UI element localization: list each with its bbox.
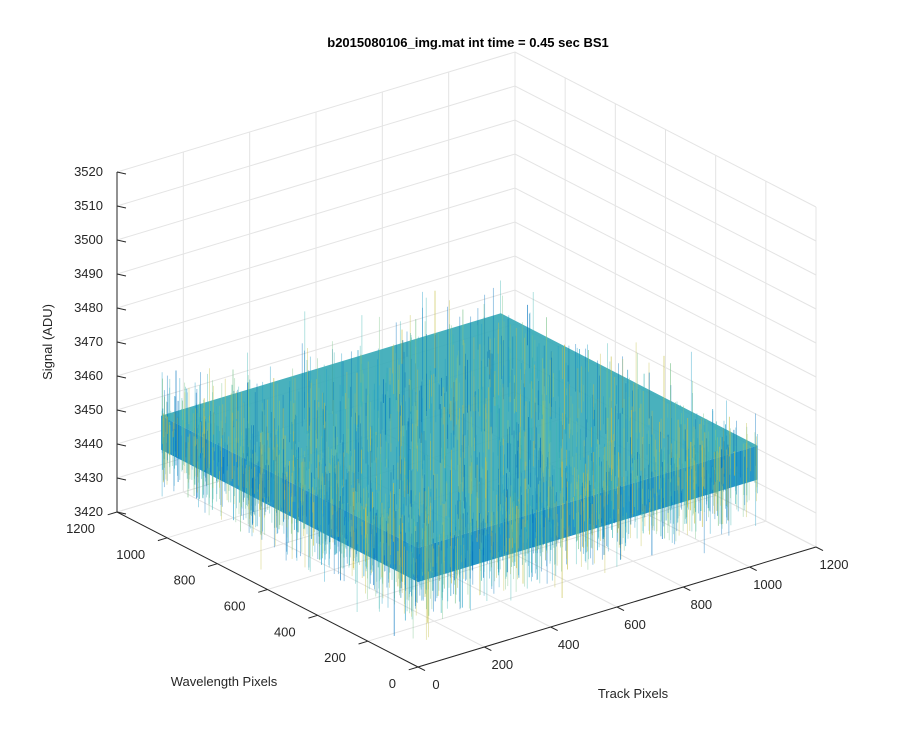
floor-grid-line <box>367 520 766 642</box>
y-axis-label: Wavelength Pixels <box>171 674 278 689</box>
wall-grid-line <box>116 221 817 378</box>
x-tick-mark <box>550 626 558 632</box>
chart-title: b2015080106_img.mat int time = 0.45 sec … <box>327 35 608 50</box>
z-tick-label: 3450 <box>74 402 103 417</box>
z-tick-mark <box>116 443 127 447</box>
y-tick-label: 400 <box>274 624 296 639</box>
y-tick-mark <box>308 614 318 619</box>
x-tick-label: 800 <box>690 597 712 612</box>
z-tick-label: 3480 <box>74 300 103 315</box>
wall-grid-line <box>116 289 817 446</box>
y-tick-mark <box>258 589 268 593</box>
x-tick-label: 400 <box>558 637 580 652</box>
z-tick-label: 3430 <box>74 470 103 485</box>
tick-layer: 0 200 400 600 800 1000 1200 0 200 400 600 800 1000 12… <box>66 164 848 692</box>
x-axis-label: Track Pixels <box>598 686 669 701</box>
x-tick-label: 200 <box>491 657 513 672</box>
z-tick-mark <box>116 307 127 311</box>
x-tick-mark <box>815 546 824 552</box>
z-tick-mark <box>116 171 127 175</box>
z-tick-label: 3510 <box>74 198 103 213</box>
z-tick-mark <box>116 273 127 277</box>
y-tick-label: 600 <box>224 599 246 614</box>
z-tick-mark <box>116 375 127 379</box>
z-tick-label: 3490 <box>74 266 103 281</box>
x-tick-mark <box>417 666 426 672</box>
z-tick-label: 3520 <box>74 164 103 179</box>
x-tick-mark <box>484 646 492 652</box>
x-tick-mark <box>616 606 625 612</box>
z-tick-mark <box>116 205 127 209</box>
y-tick-mark <box>207 563 218 567</box>
wall-grid-line <box>116 85 817 242</box>
z-tick-mark <box>116 341 127 345</box>
y-tick-label: 1000 <box>116 547 145 562</box>
wall-grid-line <box>116 153 817 310</box>
z-tick-label: 3500 <box>74 232 103 247</box>
z-tick-mark <box>116 511 127 515</box>
y-tick-mark <box>408 666 419 671</box>
y-tick-mark <box>358 640 368 645</box>
z-tick-mark <box>116 409 127 413</box>
wall-grid-line <box>116 255 817 412</box>
wall-grid-line <box>116 51 817 208</box>
z-tick-label: 3470 <box>74 334 103 349</box>
x-tick-mark <box>749 566 757 572</box>
y-tick-label: 200 <box>324 650 346 665</box>
y-tick-label: 1200 <box>66 521 95 536</box>
y-tick-mark <box>157 537 168 542</box>
x-tick-mark <box>683 586 691 592</box>
y-tick-label: 0 <box>389 676 396 691</box>
z-tick-label: 3440 <box>74 436 103 451</box>
z-axis-label: Signal (ADU) <box>40 304 55 380</box>
y-tick-label: 800 <box>174 573 196 588</box>
z-tick-mark <box>116 239 127 243</box>
z-tick-label: 3420 <box>74 504 103 519</box>
wall-grid-line <box>116 119 817 276</box>
z-tick-mark <box>116 477 127 481</box>
wall-grid-line <box>116 187 817 344</box>
x-tick-label: 600 <box>624 617 646 632</box>
x-tick-label: 1000 <box>753 577 782 592</box>
z-tick-label: 3460 <box>74 368 103 383</box>
surface-layer <box>161 280 758 640</box>
x-tick-label: 0 <box>432 677 439 692</box>
x-tick-label: 1200 <box>820 557 849 572</box>
y-tick-mark <box>107 511 118 516</box>
